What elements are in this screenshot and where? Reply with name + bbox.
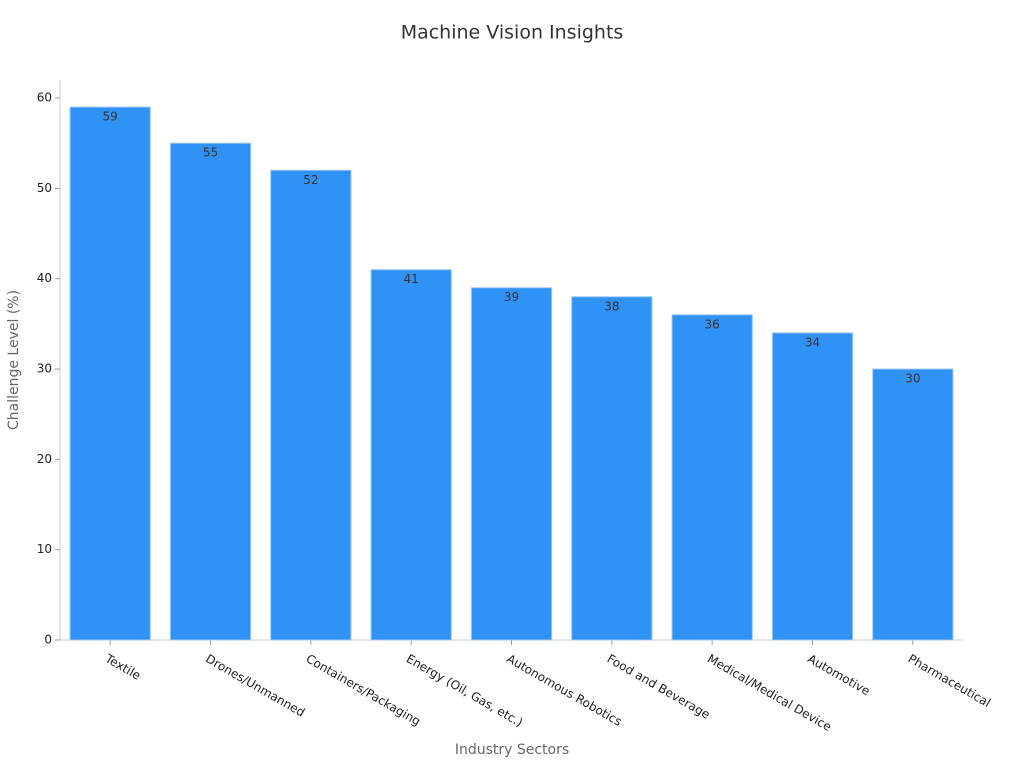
- value-label: 52: [303, 173, 318, 187]
- bar: [671, 314, 753, 641]
- value-label: 41: [404, 272, 419, 286]
- bar: [370, 269, 452, 641]
- y-tick-label: 50: [37, 181, 52, 195]
- bar: [270, 169, 352, 641]
- bar: [571, 296, 653, 641]
- x-tick-label: Textile: [102, 651, 143, 683]
- y-tick-label: 30: [37, 362, 52, 376]
- value-label: 30: [905, 372, 920, 386]
- y-tick-label: 10: [37, 542, 52, 556]
- bar: [69, 106, 151, 641]
- y-tick-label: 60: [37, 91, 52, 105]
- y-tick-label: 40: [37, 271, 52, 285]
- x-axis-label: Industry Sectors: [455, 742, 569, 758]
- y-tick-label: 0: [44, 633, 52, 647]
- x-tick-label: Automotive: [805, 652, 872, 699]
- bar: [872, 368, 954, 641]
- value-label: 36: [705, 317, 720, 331]
- x-tick-label: Food and Beverage: [605, 652, 713, 722]
- y-tick-label: 20: [37, 452, 52, 466]
- bar: [771, 332, 854, 641]
- x-tick-label: Drones/Unmanned: [203, 652, 307, 720]
- value-label: 34: [805, 335, 820, 349]
- value-label: 55: [203, 146, 218, 160]
- x-tick-label: Pharmaceutical: [906, 652, 993, 711]
- value-label: 38: [604, 299, 619, 313]
- value-label: 39: [504, 290, 519, 304]
- bar: [470, 287, 553, 641]
- y-axis-label: Challenge Level (%): [6, 290, 22, 430]
- bar: [169, 142, 252, 641]
- chart-title: Machine Vision Insights: [401, 22, 624, 44]
- value-label: 59: [103, 110, 118, 124]
